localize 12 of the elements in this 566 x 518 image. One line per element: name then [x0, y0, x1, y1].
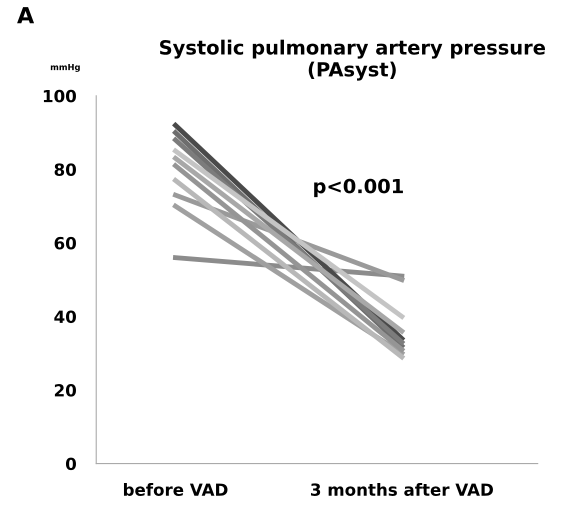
y-tick-label: 40	[54, 310, 76, 324]
y-tick-label: 80	[54, 163, 76, 176]
x-tick-label: before VAD	[124, 483, 228, 496]
chart-title: Systolic pulmonary artery pressure (PAsyst)	[160, 40, 545, 81]
y-tick-label: 100	[44, 90, 76, 102]
text: A	[17, 7, 34, 24]
y-tick-label: 60	[54, 236, 76, 250]
y-axis-title: mmHg	[50, 64, 80, 72]
x-tick-label: 3 months after VAD	[311, 483, 493, 496]
y-tick-label: 20	[54, 384, 76, 397]
y-tick-label: 0	[66, 458, 76, 470]
annotation: p<0.001	[314, 178, 403, 198]
